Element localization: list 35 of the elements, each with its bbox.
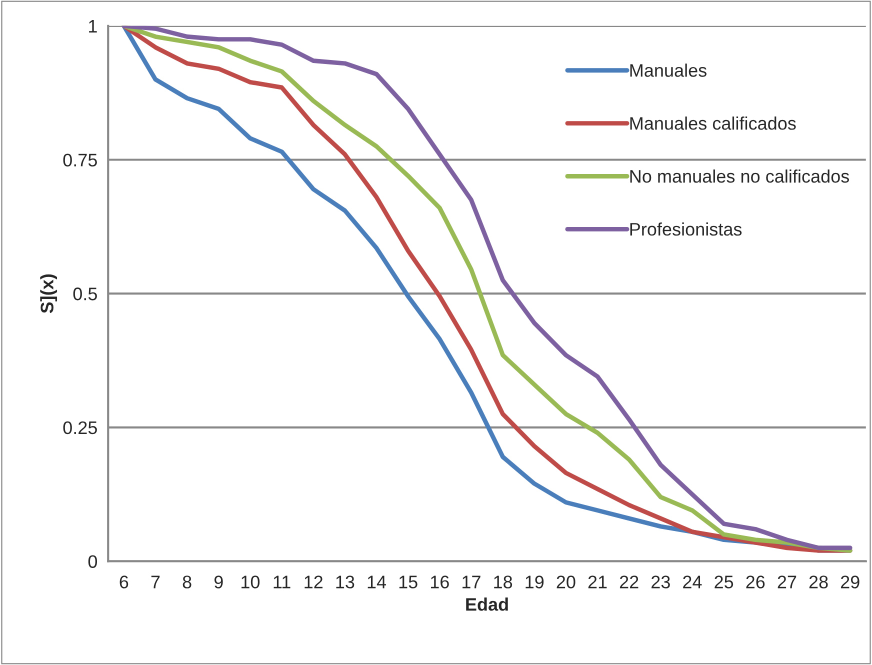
- legend-label: Manuales: [630, 64, 706, 77]
- legend-label: No manuales no calificados: [630, 169, 850, 183]
- x-tick-label: 8: [182, 576, 192, 588]
- x-tick-label: 6: [120, 576, 128, 588]
- x-tick-label: 28: [809, 576, 828, 588]
- y-tick-label: 0.75: [63, 154, 97, 166]
- y-axis-title: S](x): [40, 274, 58, 314]
- x-tick-label: 20: [556, 576, 576, 588]
- x-tick-label: 26: [746, 576, 765, 588]
- x-tick-label: 7: [151, 576, 160, 588]
- x-tick-label: 17: [462, 576, 480, 588]
- y-tick-label: 0.25: [63, 421, 97, 434]
- x-tick-label: 24: [683, 576, 702, 588]
- x-tick-label: 9: [214, 576, 223, 588]
- x-tick-label: 25: [714, 576, 734, 588]
- x-tick-label: 14: [368, 576, 386, 588]
- y-tick-label: 0: [88, 555, 98, 568]
- x-tick-label: 12: [304, 576, 322, 588]
- legend-label: Manuales calificados: [630, 116, 796, 130]
- x-tick-label: 22: [620, 576, 638, 588]
- x-tick-label: 27: [778, 576, 796, 588]
- x-tick-label: 23: [652, 576, 670, 588]
- y-tick-label: 1: [89, 20, 97, 32]
- x-tick-label: 19: [526, 576, 544, 588]
- y-tick-label: 0.5: [73, 288, 97, 300]
- x-tick-label: 16: [430, 576, 449, 588]
- x-tick-label: 21: [588, 576, 607, 588]
- x-tick-label: 13: [336, 576, 354, 588]
- x-tick-label: 29: [840, 576, 860, 588]
- legend-label: Profesionistas: [630, 222, 742, 236]
- x-tick-label: 11: [274, 576, 290, 588]
- x-axis-title: Edad: [466, 598, 508, 611]
- x-tick-label: 15: [399, 576, 418, 588]
- x-tick-label: 18: [494, 576, 512, 588]
- x-tick-label: 10: [242, 576, 260, 588]
